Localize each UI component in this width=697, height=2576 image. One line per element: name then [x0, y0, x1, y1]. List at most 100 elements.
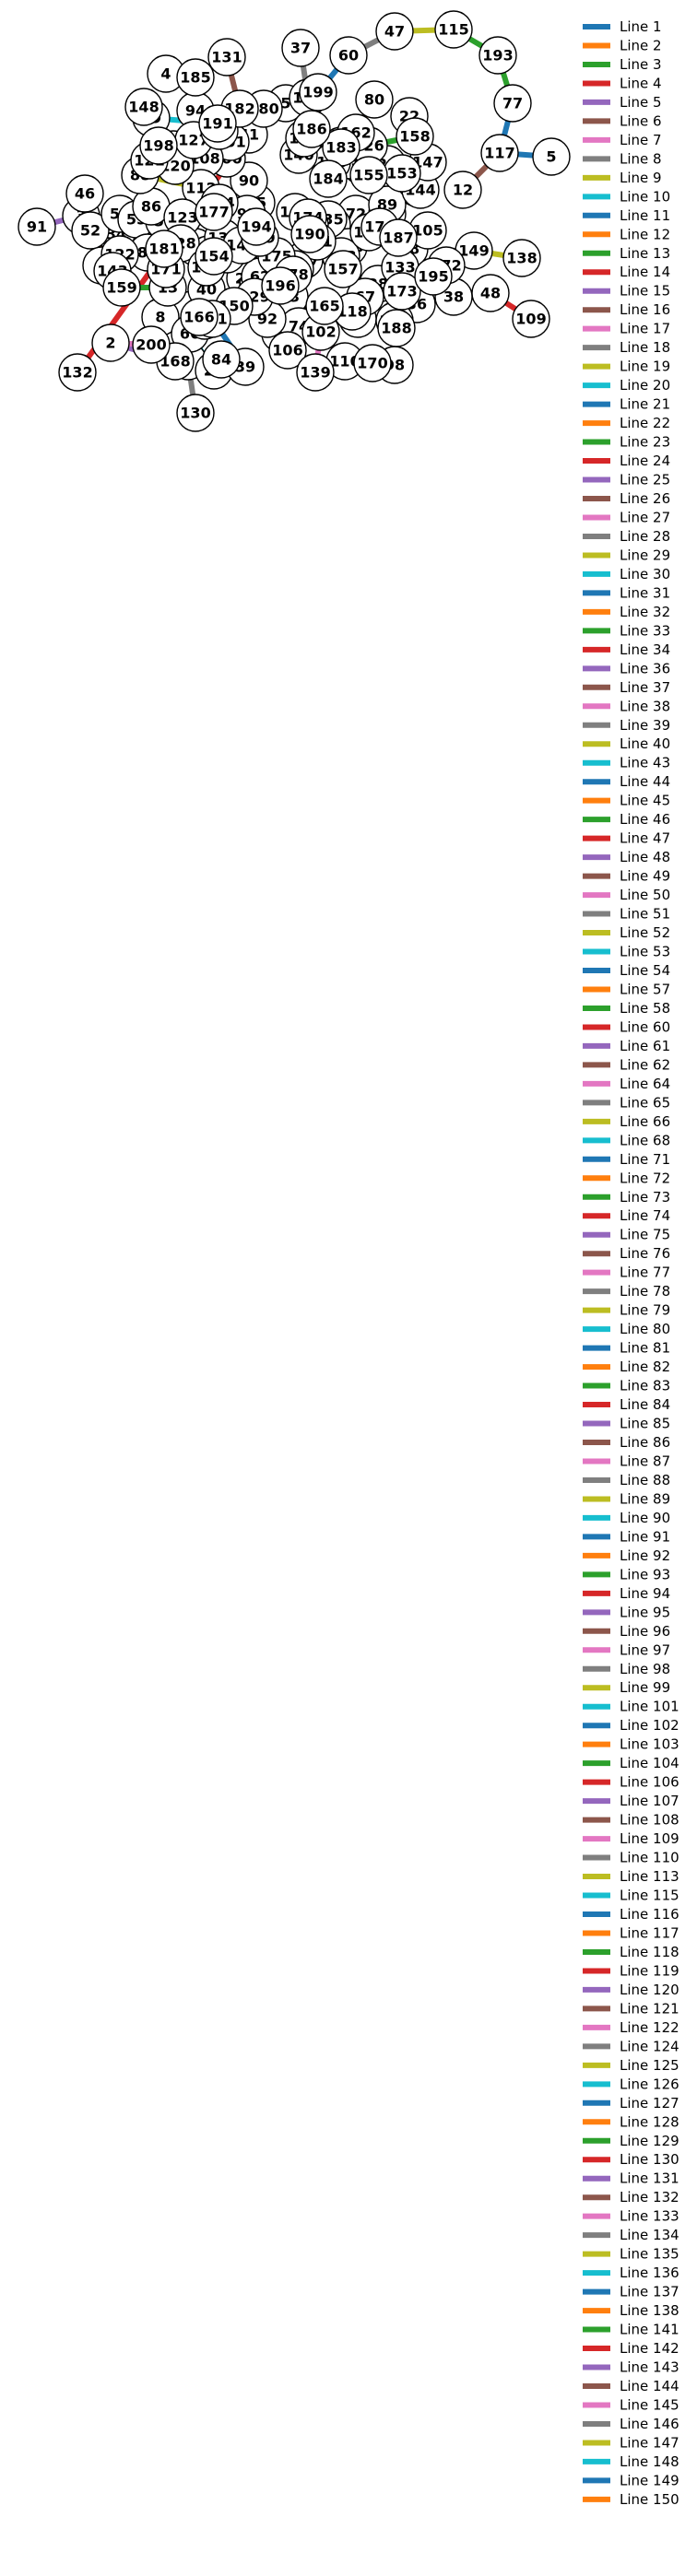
node-label: 110: [329, 353, 360, 371]
legend-label: Line 68: [620, 1132, 670, 1148]
legend-label: Line 88: [620, 1472, 670, 1488]
legend-label: Line 24: [620, 453, 670, 469]
node-80: 80: [355, 80, 394, 119]
node-circle: [71, 211, 110, 250]
legend-label: Line 99: [620, 1679, 670, 1696]
legend-label: Line 58: [620, 1000, 670, 1017]
node-circle: [145, 229, 183, 268]
node-circle: [379, 218, 418, 257]
legend-entry: Line 117: [583, 1924, 679, 1941]
legend-entry: Line 124: [583, 2038, 679, 2054]
legend-entry: Line 125: [583, 2057, 679, 2074]
node-circle: [532, 137, 571, 176]
legend-entry: Line 141: [583, 2322, 679, 2338]
node-label: 77: [502, 95, 523, 112]
legend-label: Line 102: [620, 1717, 679, 1734]
node-label: 199: [302, 84, 333, 101]
legend-entry: Line 72: [583, 1170, 670, 1186]
legend-entry: Line 4: [583, 75, 662, 91]
legend-entry: Line 137: [583, 2284, 679, 2300]
legend-entry: Line 29: [583, 547, 670, 563]
node-label: 84: [211, 351, 231, 369]
legend-entry: Line 52: [583, 924, 670, 941]
legend-label: Line 81: [620, 1340, 670, 1357]
node-label: 37: [290, 40, 311, 57]
legend-entry: Line 14: [583, 264, 670, 280]
legend-entry: Line 32: [583, 604, 670, 620]
legend-label: Line 64: [620, 1076, 670, 1092]
legend-label: Line 65: [620, 1094, 670, 1111]
legend-label: Line 17: [620, 321, 670, 337]
legend-label: Line 106: [620, 1774, 679, 1791]
node-circle: [349, 156, 388, 194]
legend-label: Line 26: [620, 490, 670, 507]
legend-entry: Line 88: [583, 1472, 670, 1488]
legend-label: Line 52: [620, 924, 670, 941]
node-46: 46: [65, 174, 104, 213]
node-circle: [207, 38, 246, 76]
legend-entry: Line 8: [583, 150, 662, 167]
legend-entry: Line 19: [583, 359, 670, 375]
node-circle: [434, 10, 473, 49]
legend-label: Line 132: [620, 2189, 679, 2205]
node-label: 48: [480, 285, 501, 302]
legend-label: Line 21: [620, 396, 670, 413]
node-circle: [176, 58, 215, 97]
node-label: 158: [399, 128, 430, 146]
node-circle: [91, 323, 130, 362]
legend-entry: Line 64: [583, 1076, 670, 1092]
node-106: 106: [268, 331, 307, 370]
legend-label: Line 15: [620, 283, 670, 300]
legend-entry: Line 106: [583, 1774, 679, 1791]
node-label: 52: [80, 222, 100, 240]
legend-label: Line 89: [620, 1490, 670, 1507]
legend-entry: Line 136: [583, 2264, 679, 2281]
legend-label: Line 19: [620, 359, 670, 375]
legend-entry: Line 40: [583, 735, 670, 752]
legend-label: Line 29: [620, 547, 670, 563]
legend-label: Line 30: [620, 566, 670, 582]
legend-label: Line 14: [620, 264, 670, 280]
node-circle: [383, 272, 421, 311]
node-60: 60: [329, 36, 368, 75]
node-200: 200: [132, 325, 171, 364]
node-circle: [377, 309, 416, 347]
legend-entry: Line 61: [583, 1038, 670, 1054]
legend-entry: Line 21: [583, 396, 670, 413]
node-52: 52: [71, 211, 110, 250]
legend-label: Line 38: [620, 698, 670, 714]
legend-entry: Line 118: [583, 1944, 679, 1960]
legend-label: Line 5: [620, 94, 662, 111]
node-label: 193: [482, 47, 513, 65]
node-circle: [309, 159, 348, 198]
node-166: 166: [180, 298, 219, 336]
legend-entry: Line 53: [583, 944, 670, 960]
legend-label: Line 32: [620, 604, 670, 620]
legend-label: Line 47: [620, 830, 670, 847]
legend-label: Line 103: [620, 1736, 679, 1753]
legend-label: Line 128: [620, 2113, 679, 2130]
legend-label: Line 1: [620, 18, 662, 35]
legend-entry: Line 132: [583, 2189, 679, 2205]
legend-label: Line 119: [620, 1962, 679, 1979]
legend-label: Line 37: [620, 679, 670, 696]
legend-label: Line 51: [620, 906, 670, 923]
legend-label: Line 90: [620, 1510, 670, 1526]
node-193: 193: [478, 36, 517, 75]
legend-label: Line 57: [620, 981, 670, 997]
legend-label: Line 54: [620, 962, 670, 979]
legend-label: Line 84: [620, 1396, 670, 1413]
legend-label: Line 18: [620, 339, 670, 356]
legend-label: Line 101: [620, 1699, 679, 1715]
node-157: 157: [324, 250, 362, 288]
legend-entry: Line 13: [583, 245, 670, 262]
legend-label: Line 138: [620, 2302, 679, 2319]
node-circle: [329, 36, 368, 75]
legend-label: Line 104: [620, 1755, 679, 1771]
node-label: 118: [337, 303, 367, 321]
node-circle: [176, 394, 215, 432]
node-circle: [375, 12, 414, 51]
legend-entry: Line 93: [583, 1566, 670, 1582]
node-115: 115: [434, 10, 473, 49]
legend-label: Line 127: [620, 2095, 679, 2111]
